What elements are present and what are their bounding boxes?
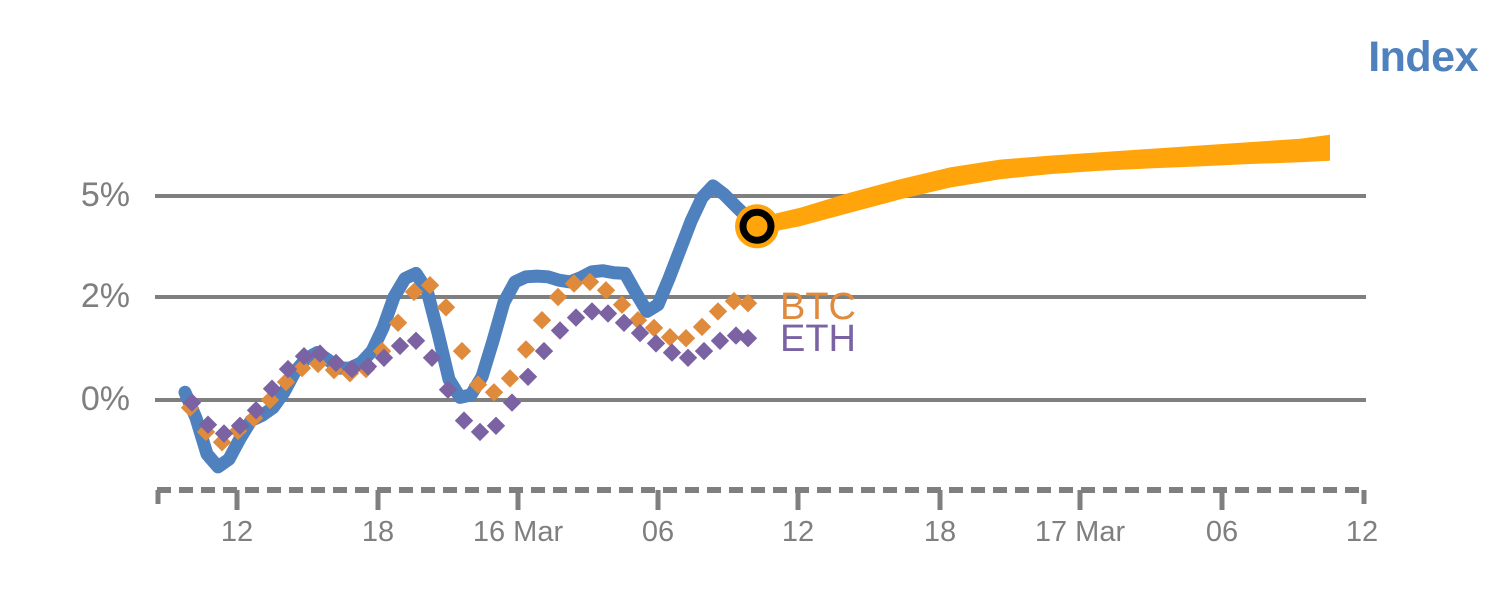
dot-btc bbox=[548, 287, 568, 307]
dot-eth bbox=[582, 302, 602, 321]
dot-eth bbox=[214, 424, 234, 443]
dot-eth bbox=[246, 401, 266, 420]
dot-eth bbox=[422, 348, 442, 367]
series-group bbox=[178, 134, 1330, 474]
y-axis-label-0pct: 0% bbox=[80, 380, 130, 418]
dot-eth bbox=[326, 353, 346, 373]
dot-btc bbox=[404, 282, 424, 302]
dot-eth bbox=[342, 359, 362, 379]
x-axis-tick-label: 12 bbox=[220, 516, 254, 548]
series-dots-eth bbox=[182, 302, 758, 443]
dot-btc bbox=[564, 274, 584, 293]
dot-btc bbox=[676, 329, 696, 348]
forecast-band bbox=[757, 134, 1330, 235]
dot-btc bbox=[500, 369, 520, 388]
dot-btc bbox=[260, 390, 280, 410]
dot-btc bbox=[596, 281, 616, 300]
gridlines bbox=[155, 194, 1366, 402]
dot-eth bbox=[182, 393, 202, 412]
dot-eth bbox=[550, 321, 570, 340]
dot-eth bbox=[630, 323, 650, 343]
dot-btc bbox=[276, 372, 296, 392]
dot-eth bbox=[710, 331, 730, 350]
dot-btc bbox=[452, 341, 472, 361]
dot-eth bbox=[470, 422, 490, 442]
x-axis-tick-label: 12 bbox=[1345, 516, 1379, 548]
x-axis-tick-label: 17 Mar bbox=[1034, 516, 1126, 548]
dot-eth bbox=[278, 359, 298, 379]
dot-btc bbox=[468, 375, 488, 394]
dot-eth bbox=[534, 341, 554, 361]
dot-eth bbox=[726, 326, 746, 345]
x-axis-tick-label: 16 Mar bbox=[472, 516, 564, 548]
x-axis-tick-label: 06 bbox=[1205, 516, 1239, 548]
x-axis-tick-label: 18 bbox=[923, 516, 957, 548]
dot-eth bbox=[566, 308, 586, 327]
dot-eth bbox=[294, 347, 314, 366]
dot-btc bbox=[436, 298, 456, 317]
dot-btc bbox=[692, 317, 712, 337]
dot-btc bbox=[708, 302, 728, 321]
dot-eth bbox=[198, 415, 218, 434]
dot-eth bbox=[390, 336, 410, 356]
marker-ring bbox=[739, 208, 775, 244]
dot-eth bbox=[406, 331, 426, 350]
dot-btc bbox=[388, 313, 408, 332]
dot-eth bbox=[678, 348, 698, 367]
series-line-index bbox=[178, 179, 764, 474]
forecast-start-marker[interactable] bbox=[735, 204, 779, 249]
dot-eth bbox=[738, 329, 758, 348]
y-axis-label-2pct: 2% bbox=[80, 277, 130, 315]
dot-btc bbox=[580, 272, 600, 292]
dot-eth bbox=[262, 379, 282, 398]
dot-eth bbox=[454, 411, 474, 430]
dot-btc bbox=[420, 276, 440, 295]
dot-btc bbox=[724, 291, 744, 311]
x-axis-ticks bbox=[234, 490, 1225, 510]
x-axis-tick-label: 12 bbox=[781, 516, 815, 548]
dot-eth bbox=[374, 348, 394, 367]
dot-btc bbox=[628, 311, 648, 330]
series-dots-btc bbox=[180, 272, 758, 452]
dot-btc bbox=[532, 311, 552, 330]
dot-eth bbox=[230, 416, 250, 435]
y-axis-label-5pct: 5% bbox=[80, 176, 130, 214]
x-axis-tick-label: 18 bbox=[361, 516, 395, 548]
x-axis bbox=[155, 487, 1367, 510]
x-axis-tick-label: 06 bbox=[641, 516, 675, 548]
dot-eth bbox=[310, 344, 330, 363]
dot-btc bbox=[612, 295, 632, 314]
dot-eth bbox=[614, 313, 634, 332]
dot-btc bbox=[738, 294, 758, 313]
series-label-btc[interactable]: BTC bbox=[780, 286, 856, 328]
dot-eth bbox=[502, 393, 522, 412]
dot-eth bbox=[694, 341, 714, 361]
dot-eth bbox=[438, 380, 458, 399]
dot-eth bbox=[518, 367, 538, 386]
dot-eth bbox=[358, 357, 378, 376]
dot-eth bbox=[646, 334, 666, 353]
page-title: Index bbox=[1368, 33, 1478, 81]
dot-eth bbox=[598, 304, 618, 323]
dot-eth bbox=[662, 343, 682, 362]
series-label-eth[interactable]: ETH bbox=[780, 318, 856, 360]
dot-btc bbox=[516, 340, 536, 359]
dot-btc bbox=[660, 328, 680, 347]
dot-btc bbox=[292, 358, 312, 378]
dot-btc bbox=[484, 383, 504, 402]
dot-btc bbox=[644, 318, 664, 338]
dot-eth bbox=[486, 416, 506, 435]
